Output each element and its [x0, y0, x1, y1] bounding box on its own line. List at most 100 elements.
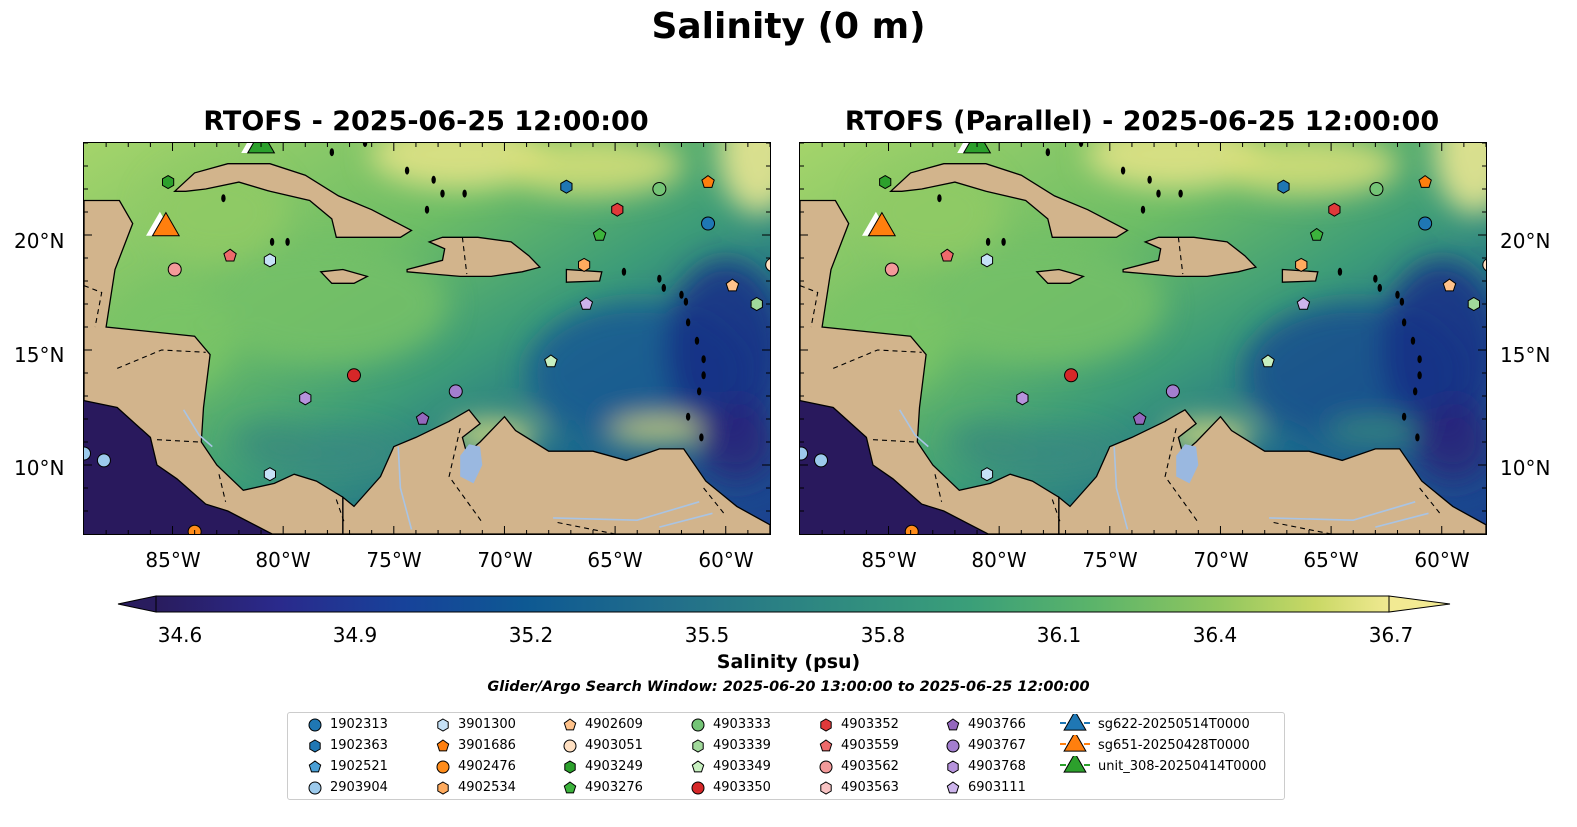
legend-entry-label: 1902313 — [330, 717, 388, 732]
argo-float-marker — [1261, 354, 1275, 368]
argo-float-marker — [814, 453, 829, 468]
lat-tick-right: 15°N — [1500, 343, 1551, 367]
jamaica — [319, 268, 370, 284]
legend-entry-label: 4903349 — [713, 759, 771, 774]
argo-float-marker — [1295, 257, 1308, 272]
legend: 1902313 1902363 1902521 2903904 3901300 39016… — [287, 712, 1285, 800]
pentagon-marker-icon — [691, 760, 705, 773]
lon-tick-right: 85°W — [861, 548, 917, 572]
hispaniola — [1122, 236, 1258, 278]
search-window-text: Glider/Argo Search Window: 2025-06-20 13… — [487, 679, 1090, 695]
legend-entry-label: 4903768 — [968, 759, 1026, 774]
legend-entry-label: 4903339 — [713, 738, 771, 753]
lon-tick-left: 75°W — [366, 548, 422, 572]
circle-marker-icon — [691, 781, 705, 795]
lat-tick-left: 10°N — [14, 456, 65, 480]
pacific-ocean — [84, 400, 273, 534]
float-legend-marker — [692, 739, 704, 753]
argo-float-marker — [578, 257, 591, 272]
argo-float-marker — [592, 227, 607, 241]
argo-float-marker — [223, 248, 237, 262]
frame-ticks — [84, 143, 770, 534]
lon-tick-right: 60°W — [1414, 548, 1470, 572]
land-masses — [800, 163, 1486, 534]
hexagon-marker-icon — [564, 760, 576, 774]
legend-entry-label: 4903350 — [713, 780, 771, 795]
float-legend-marker — [436, 739, 450, 752]
hexagon-marker-icon — [820, 781, 832, 795]
colorbar-label: Salinity (psu) — [716, 651, 861, 673]
colorbar-tick: 36.1 — [1036, 623, 1082, 647]
right-map-panel[interactable] — [799, 142, 1487, 535]
lat-tick-left: 15°N — [14, 343, 65, 367]
cuba — [173, 163, 413, 238]
legend-entry-label: 4903276 — [585, 780, 643, 795]
argo-float-marker — [1296, 296, 1311, 310]
argo-float-marker — [652, 182, 667, 196]
colorbar-tick: 35.2 — [508, 623, 554, 647]
pentagon-marker-icon — [563, 781, 577, 794]
argo-float-marker — [1016, 391, 1029, 406]
lon-tick-left: 60°W — [698, 548, 754, 572]
legend-entry-label: 4902534 — [458, 780, 516, 795]
triangle-marker-icon — [1060, 714, 1090, 731]
legend-entry-label: 4903766 — [968, 717, 1026, 732]
hexagon-marker-icon — [820, 718, 832, 732]
argo-float-marker — [879, 175, 892, 190]
legend-entry-label: unit_308-20250414T0000 — [1098, 759, 1267, 774]
float-legend-marker — [309, 739, 321, 753]
argo-float-marker — [1165, 384, 1180, 399]
legend-entry-label: 4903767 — [968, 738, 1026, 753]
hexagon-marker-icon — [692, 739, 704, 753]
colorbar-tick: 34.9 — [332, 623, 378, 647]
argo-float-marker — [1467, 296, 1480, 312]
argo-float-marker — [1369, 182, 1384, 196]
glider-marker — [246, 143, 276, 154]
hexagon-marker-icon — [437, 781, 449, 795]
float-legend-marker — [437, 718, 449, 732]
float-legend-marker — [308, 718, 322, 732]
argo-float-marker — [96, 453, 111, 468]
float-legend-marker — [691, 781, 705, 795]
argo-float-marker — [448, 384, 463, 399]
lon-tick-right: 70°W — [1193, 548, 1249, 572]
legend-entry-label: sg651-20250428T0000 — [1098, 738, 1250, 753]
lake-maracaibo — [460, 444, 483, 484]
argo-float-marker — [800, 446, 809, 461]
lat-tick-right: 20°N — [1500, 229, 1551, 253]
pentagon-marker-icon — [563, 718, 577, 731]
right-panel-title: RTOFS (Parallel) - 2025-06-25 12:00:00 — [844, 106, 1440, 137]
lesser-antilles — [937, 143, 1422, 442]
puerto-rico — [565, 268, 603, 283]
puerto-rico — [1281, 268, 1319, 283]
argo-float-marker — [750, 296, 763, 312]
argo-float-marker — [701, 216, 716, 231]
legend-entry-label: 3901686 — [458, 738, 516, 753]
lesser-antilles — [221, 143, 706, 442]
left-map-panel[interactable] — [83, 142, 771, 535]
argo-float-marker — [725, 278, 740, 292]
central-america — [800, 199, 1060, 534]
argo-float-marker — [1442, 278, 1457, 292]
pentagon-marker-icon — [436, 739, 450, 752]
glider-marker — [962, 143, 992, 154]
pentagon-marker-icon — [308, 760, 322, 773]
circle-marker-icon — [308, 781, 322, 795]
hexagon-marker-icon — [309, 739, 321, 753]
lon-tick-left: 85°W — [145, 548, 201, 572]
lon-tick-left: 80°W — [255, 548, 311, 572]
float-legend-marker — [436, 760, 450, 774]
colorbar-tick: 36.4 — [1192, 623, 1238, 647]
glider-marker — [867, 211, 897, 237]
argo-float-marker — [1277, 179, 1290, 194]
argo-float-marker — [167, 262, 182, 277]
float-legend-marker — [563, 739, 577, 753]
pacific-ocean — [800, 400, 989, 534]
argo-float-marker — [263, 467, 276, 482]
argo-float-marker — [263, 253, 276, 268]
glider-legend-marker — [1063, 714, 1087, 731]
south-america — [342, 408, 770, 534]
country-borders — [800, 237, 1443, 534]
circle-marker-icon — [563, 739, 577, 753]
legend-entry-label: 4902609 — [585, 717, 643, 732]
